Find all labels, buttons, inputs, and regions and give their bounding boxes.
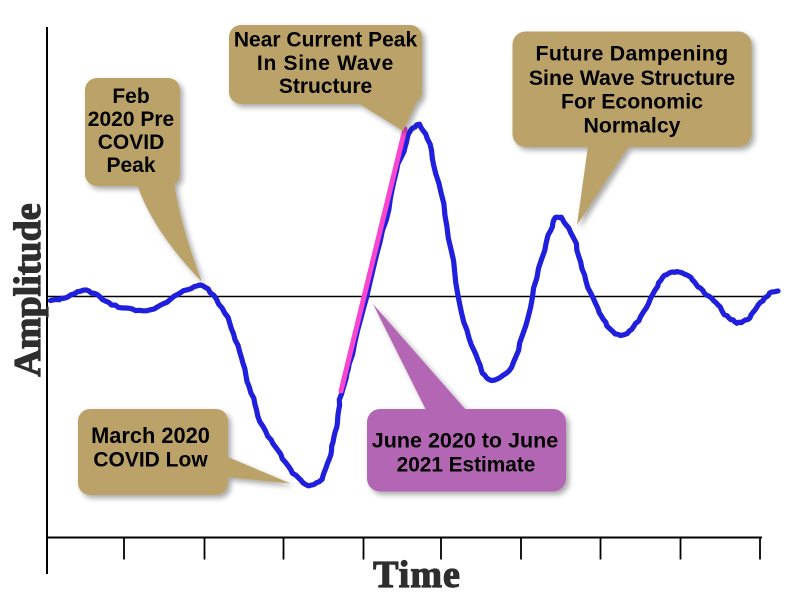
svg-text:Feb: Feb <box>112 85 149 108</box>
svg-text:Amplitude: Amplitude <box>7 203 49 376</box>
svg-text:Normalcy: Normalcy <box>583 114 680 138</box>
svg-text:Sine Wave Structure: Sine Wave Structure <box>529 66 735 90</box>
svg-text:March 2020: March 2020 <box>91 423 210 448</box>
svg-text:COVID Low: COVID Low <box>93 449 208 472</box>
svg-text:In Sine Wave: In Sine Wave <box>257 52 394 75</box>
svg-text:2020 Pre: 2020 Pre <box>88 108 174 131</box>
svg-text:Future Dampening: Future Dampening <box>536 42 729 66</box>
svg-text:COVID: COVID <box>98 131 165 154</box>
svg-text:Peak: Peak <box>106 154 155 177</box>
svg-text:For Economic: For Economic <box>561 90 703 114</box>
svg-text:Near Current Peak: Near Current Peak <box>234 29 418 52</box>
svg-text:June 2020 to June: June 2020 to June <box>372 429 558 453</box>
svg-text:Time: Time <box>373 554 461 596</box>
svg-text:Structure: Structure <box>279 75 372 98</box>
svg-text:2021 Estimate: 2021 Estimate <box>397 454 536 477</box>
